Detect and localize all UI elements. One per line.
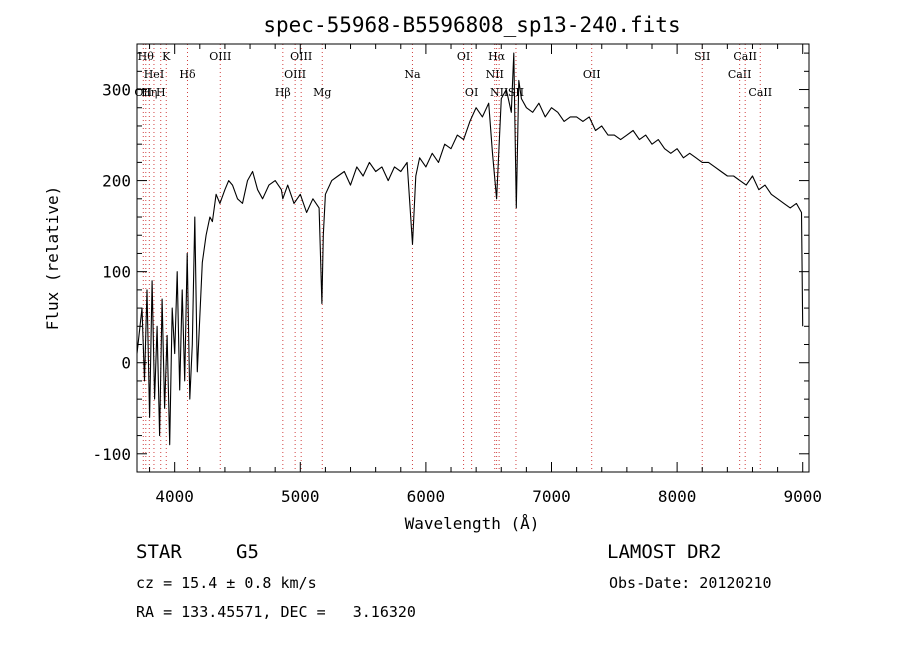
y-axis-label: Flux (relative): [43, 186, 62, 331]
series-layer: [136, 52, 804, 446]
series-line-0: [136, 52, 804, 446]
x-tick-label-5: 9000: [783, 487, 822, 506]
line-marker-label-10: OIII: [290, 50, 312, 63]
object-class: STAR: [136, 541, 182, 563]
y-tick-label-3: 200: [102, 172, 131, 191]
line-marker-label-4: H: [156, 86, 166, 99]
redshift-value: cz = 15.4 ± 0.8 km/s: [136, 574, 317, 592]
line-marker-label-16: Hα: [488, 50, 506, 63]
line-marker-label-13: OI: [457, 50, 470, 63]
line-marker-label-21: CaII: [728, 68, 752, 81]
axis-ticks: 4000 5000 6000 7000 8000 9000 -100 0 100 200 300: [92, 44, 822, 506]
plot-frame: [136, 43, 810, 473]
line-marker-label-1: Hθ: [138, 50, 155, 63]
line-marker-label-17: NII: [490, 86, 508, 99]
line-marker-label-23: CaII: [748, 86, 772, 99]
line-marker-label-8: Hβ: [275, 86, 291, 99]
survey-name: LAMOST DR2: [607, 541, 722, 563]
x-tick-label-0: 4000: [155, 487, 194, 506]
line-marker-label-19: OII: [583, 68, 601, 81]
x-tick-label-4: 8000: [658, 487, 697, 506]
spectral-line-markers: OIIHθHηHeIHKHδOIIIHβOIIIOIIIMgNaOIOINIIH…: [134, 44, 772, 472]
line-marker-label-6: Hδ: [179, 68, 196, 81]
observation-date: Obs-Date: 20120210: [609, 574, 772, 592]
line-marker-label-3: HeI: [144, 68, 164, 81]
object-subclass: G5: [236, 541, 259, 563]
line-marker-label-11: Mg: [313, 86, 331, 99]
y-tick-label-1: 0: [121, 354, 131, 373]
y-tick-label-4: 300: [102, 81, 131, 100]
line-marker-label-20: SII: [694, 50, 710, 63]
chart-title: spec-55968-B5596808_sp13-240.fits: [263, 13, 680, 37]
coordinates: RA = 133.45571, DEC = 3.16320: [136, 603, 416, 621]
line-marker-label-5: K: [162, 50, 171, 63]
line-marker-label-15: NII: [486, 68, 504, 81]
line-marker-label-9: OIII: [284, 68, 306, 81]
y-tick-label-0: -100: [92, 445, 131, 464]
line-marker-label-12: Na: [404, 68, 421, 81]
x-axis-label: Wavelength (Å): [405, 514, 540, 533]
line-marker-label-22: CaII: [733, 50, 757, 63]
x-tick-label-3: 7000: [532, 487, 571, 506]
x-tick-label-1: 5000: [281, 487, 320, 506]
x-tick-label-2: 6000: [407, 487, 446, 506]
line-marker-label-14: OI: [465, 86, 478, 99]
line-marker-label-7: OIII: [209, 50, 231, 63]
y-tick-label-2: 100: [102, 263, 131, 282]
